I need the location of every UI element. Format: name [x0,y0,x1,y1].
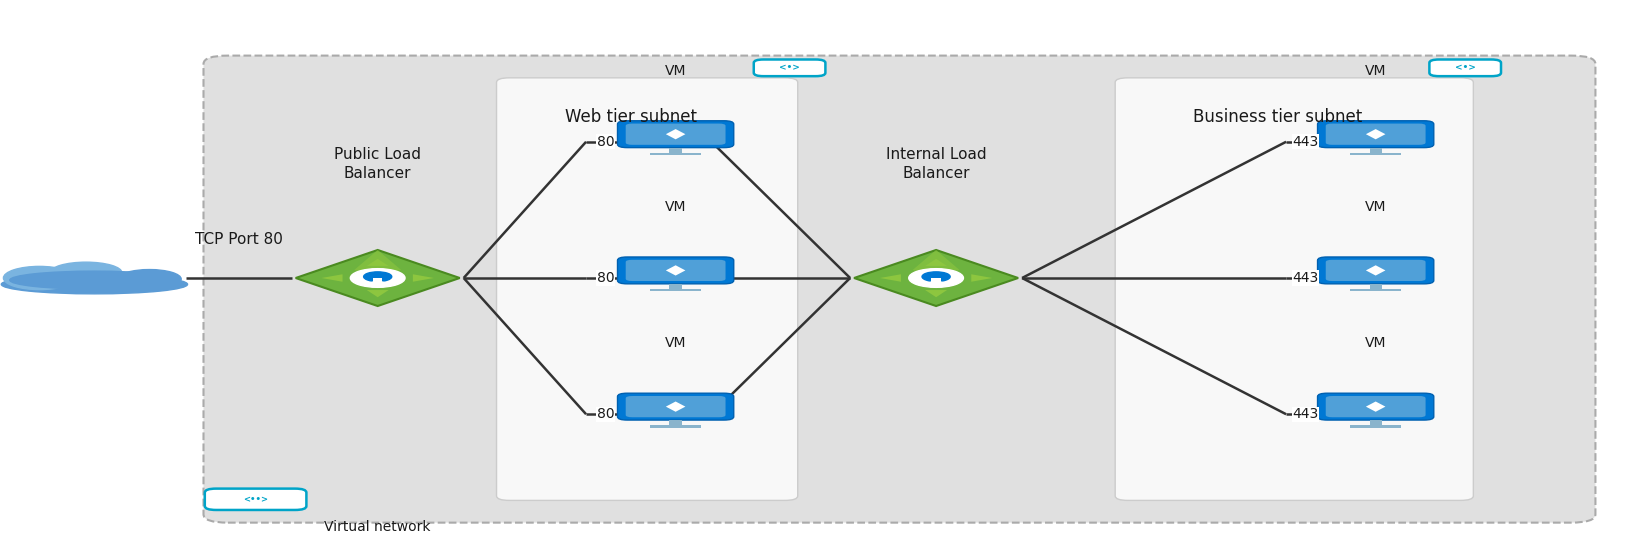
FancyBboxPatch shape [1429,59,1501,76]
Ellipse shape [50,262,122,284]
FancyBboxPatch shape [754,59,825,76]
Bar [1350,425,1402,428]
Circle shape [350,269,405,287]
Polygon shape [366,290,389,297]
Bar [650,289,702,291]
Polygon shape [666,401,685,412]
Polygon shape [1366,129,1385,140]
FancyBboxPatch shape [617,393,734,420]
Text: <•>: <•> [1455,63,1475,72]
Text: Web tier subnet: Web tier subnet [565,108,697,126]
Text: VM: VM [1364,200,1387,214]
Text: 443: 443 [1293,407,1319,421]
Text: TCP Port 80: TCP Port 80 [195,232,283,247]
Text: Business tier subnet: Business tier subnet [1193,108,1363,126]
Ellipse shape [10,271,179,289]
Bar [1350,289,1402,291]
Text: <•>: <•> [780,63,799,72]
Polygon shape [296,250,459,306]
Polygon shape [925,259,947,266]
Circle shape [930,281,943,286]
Polygon shape [321,274,342,282]
FancyBboxPatch shape [497,78,798,500]
Text: VM: VM [1364,64,1387,78]
Bar [931,278,941,284]
FancyBboxPatch shape [1325,123,1426,145]
Bar [1350,153,1402,155]
Polygon shape [355,250,400,275]
Text: <••>: <••> [243,495,269,504]
Text: VM: VM [664,336,687,350]
Bar [669,420,682,425]
Polygon shape [666,129,685,140]
FancyBboxPatch shape [617,121,734,147]
Bar [650,425,702,428]
FancyBboxPatch shape [617,257,734,284]
Bar [1369,420,1382,425]
Text: VM: VM [664,64,687,78]
Polygon shape [1366,265,1385,276]
Circle shape [363,272,392,281]
Text: VM: VM [1364,336,1387,350]
Text: VM: VM [664,200,687,214]
Text: Virtual network: Virtual network [324,520,430,534]
Circle shape [908,269,964,287]
Text: Internal Load
Balancer: Internal Load Balancer [886,147,987,181]
FancyBboxPatch shape [1317,393,1434,420]
Text: 80: 80 [597,271,614,285]
FancyBboxPatch shape [625,260,726,281]
FancyBboxPatch shape [625,123,726,145]
FancyBboxPatch shape [1317,121,1434,147]
Ellipse shape [3,266,75,290]
Polygon shape [366,259,389,266]
Text: 80: 80 [597,407,614,421]
FancyBboxPatch shape [625,396,726,417]
Circle shape [371,281,384,286]
Text: 80: 80 [597,135,614,149]
Polygon shape [913,250,959,275]
Polygon shape [879,274,900,282]
Polygon shape [855,250,1018,306]
FancyBboxPatch shape [1325,396,1426,417]
Bar [650,153,702,155]
Text: 443: 443 [1293,271,1319,285]
Circle shape [921,272,951,281]
Text: 443: 443 [1293,135,1319,149]
Text: Public Load
Balancer: Public Load Balancer [334,147,422,181]
Polygon shape [414,274,435,282]
FancyBboxPatch shape [204,56,1595,523]
Bar [373,278,383,284]
Bar [669,147,682,153]
Ellipse shape [117,270,181,289]
FancyBboxPatch shape [1317,257,1434,284]
FancyBboxPatch shape [205,489,306,510]
Bar [1369,147,1382,153]
Polygon shape [925,290,947,297]
Bar [669,284,682,289]
Polygon shape [666,265,685,276]
Polygon shape [1366,401,1385,412]
Bar [1369,284,1382,289]
FancyBboxPatch shape [1115,78,1473,500]
Polygon shape [972,274,993,282]
Ellipse shape [2,275,187,294]
FancyBboxPatch shape [1325,260,1426,281]
